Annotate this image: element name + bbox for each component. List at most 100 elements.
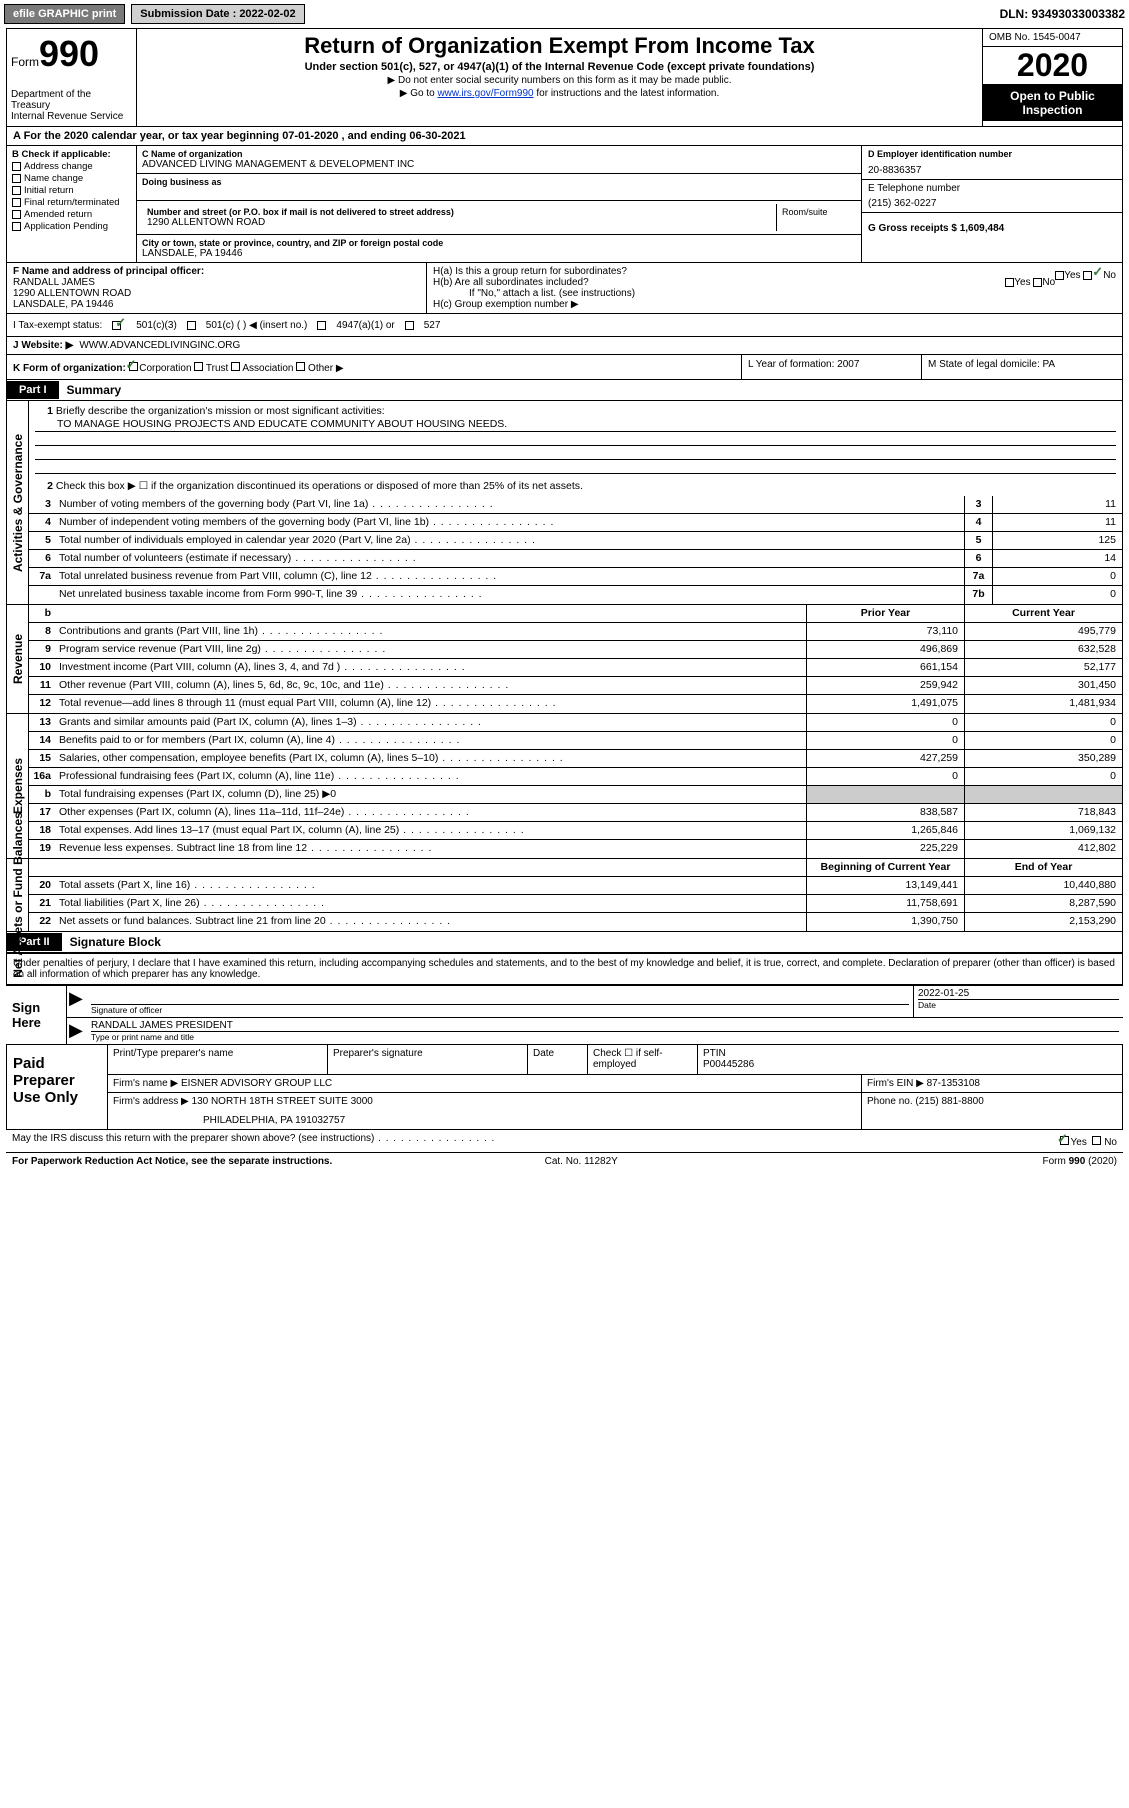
l1-text: Briefly describe the organization's miss… [56,405,385,417]
hb-yes[interactable] [1005,278,1014,287]
org-name: ADVANCED LIVING MANAGEMENT & DEVELOPMENT… [142,159,856,170]
opt-final-return: Final return/terminated [24,197,120,208]
opt-501c: 501(c) ( ) ◀ (insert no.) [206,320,308,331]
check-icon: ✓ [1092,264,1103,279]
yes-label-2: Yes [1014,277,1030,288]
chk-association[interactable] [231,362,240,371]
discuss-no[interactable] [1092,1136,1101,1145]
no-label-2: No [1042,277,1055,288]
org-address: 1290 ALLENTOWN ROAD [147,217,771,228]
c-name-label: C Name of organization [142,149,856,159]
d-ein-label: D Employer identification number [868,149,1116,159]
col-de: D Employer identification number 20-8836… [862,146,1122,262]
efile-button[interactable]: efile GRAPHIC print [4,4,125,24]
firm-name: Firm's name ▶ EISNER ADVISORY GROUP LLC [108,1075,862,1092]
header-left: Form990 Department of the Treasury Inter… [7,29,137,126]
header-right: OMB No. 1545-0047 2020 Open to Public In… [982,29,1122,126]
summary-line: 18Total expenses. Add lines 13–17 (must … [29,822,1122,840]
officer-name: RANDALL JAMES [13,277,95,288]
form-number: 990 [39,33,99,74]
summary-line: 19Revenue less expenses. Subtract line 1… [29,840,1122,858]
footer-row: For Paperwork Reduction Act Notice, see … [6,1153,1123,1170]
org-city: LANSDALE, PA 19446 [142,248,856,259]
sign-here-label: Sign Here [6,986,66,1044]
check-icon: ✓ [126,357,137,372]
form-word: Form [11,55,39,69]
chk-4947[interactable] [317,321,326,330]
prep-sig-label: Preparer's signature [328,1045,528,1074]
form-header: Form990 Department of the Treasury Inter… [7,29,1122,127]
chk-501c[interactable] [187,321,196,330]
fgh-row: F Name and address of principal officer:… [7,263,1122,314]
form-note-2: ▶ Go to www.irs.gov/Form990 for instruct… [143,88,976,99]
irs-link[interactable]: www.irs.gov/Form990 [437,88,533,99]
discuss-text: May the IRS discuss this return with the… [12,1133,495,1149]
discuss-row: May the IRS discuss this return with the… [6,1130,1123,1153]
chk-name-change[interactable] [12,174,21,183]
chk-final-return[interactable] [12,198,21,207]
summary-line: 12Total revenue—add lines 8 through 11 (… [29,695,1122,713]
room-suite-label: Room/suite [776,204,856,231]
yes-label: Yes [1064,270,1080,281]
col-c: C Name of organization ADVANCED LIVING M… [137,146,862,262]
firm-address: Firm's address ▶ 130 NORTH 18TH STREET S… [113,1096,856,1107]
sign-date-label: Date [918,999,1119,1010]
l-year-formation: L Year of formation: 2007 [742,355,922,379]
side-net-assets: Net Assets or Fund Balances [7,859,29,931]
chk-527[interactable] [405,321,414,330]
arrow-icon: ▶ [67,1018,87,1044]
section-activities-governance: Activities & Governance 1 Briefly descri… [7,401,1122,605]
chk-application-pending[interactable] [12,222,21,231]
section-net-assets: Net Assets or Fund Balances Beginning of… [7,859,1122,932]
ha-yes[interactable] [1055,271,1064,280]
dln: DLN: 93493033003382 [1000,7,1125,21]
form-subtitle: Under section 501(c), 527, or 4947(a)(1)… [143,61,976,73]
mission-text: TO MANAGE HOUSING PROJECTS AND EDUCATE C… [35,417,1116,432]
header-center: Return of Organization Exempt From Incom… [137,29,982,126]
opt-501c3: 501(c)(3) [136,320,177,331]
summary-line: bTotal fundraising expenses (Part IX, co… [29,786,1122,804]
city-label: City or town, state or province, country… [142,238,856,248]
part1-title: Summary [59,380,130,400]
summary-line: 16aProfessional fundraising fees (Part I… [29,768,1122,786]
sign-here-block: Sign Here ▶ Signature of officer 2022-01… [6,985,1123,1045]
penalty-text: Under penalties of perjury, I declare th… [7,953,1122,984]
officer-print-name: RANDALL JAMES PRESIDENT [91,1020,1119,1031]
row-i-j: I Tax-exempt status: ✓501(c)(3) 501(c) (… [7,314,1122,337]
hc-label: H(c) Group exemption number ▶ [433,299,1116,310]
summary-line: 11Other revenue (Part VIII, column (A), … [29,677,1122,695]
summary-line: 21Total liabilities (Part X, line 26)11,… [29,895,1122,913]
row-k: K Form of organization: ✓ Corporation Tr… [7,355,1122,380]
chk-other[interactable] [296,362,305,371]
form-ref: Form 990 (2020) [1043,1156,1117,1167]
part2-title: Signature Block [62,932,169,952]
prep-name-label: Print/Type preparer's name [113,1048,322,1059]
b-label: B Check if applicable: [12,149,131,160]
summary-line: 13Grants and similar amounts paid (Part … [29,714,1122,732]
summary-line: 15Salaries, other compensation, employee… [29,750,1122,768]
chk-address-change[interactable] [12,162,21,171]
cat-no: Cat. No. 11282Y [545,1156,618,1167]
summary-line: 20Total assets (Part X, line 16)13,149,4… [29,877,1122,895]
paid-preparer-label: Paid Preparer Use Only [7,1045,107,1129]
opt-527: 527 [424,320,441,331]
opt-other: Other ▶ [308,363,343,374]
ha-no[interactable] [1083,271,1092,280]
k-label: K Form of organization: [13,363,126,374]
rev-hdr-b: b [29,605,55,622]
no-label-3: No [1104,1137,1117,1148]
officer-addr: 1290 ALLENTOWN ROAD [13,288,131,299]
hdr-current-year: Current Year [964,605,1122,622]
chk-initial-return[interactable] [12,186,21,195]
block-f: F Name and address of principal officer:… [7,263,427,313]
opt-address-change: Address change [24,161,93,172]
summary-line: 9Program service revenue (Part VIII, lin… [29,641,1122,659]
e-phone-label: E Telephone number [868,183,1116,194]
chk-trust[interactable] [194,362,203,371]
goto-pre: ▶ Go to [400,88,438,99]
part1-tag: Part I [7,381,59,399]
summary-line: 8Contributions and grants (Part VIII, li… [29,623,1122,641]
no-label: No [1103,270,1116,281]
chk-amended[interactable] [12,210,21,219]
side-ag: Activities & Governance [7,401,29,604]
